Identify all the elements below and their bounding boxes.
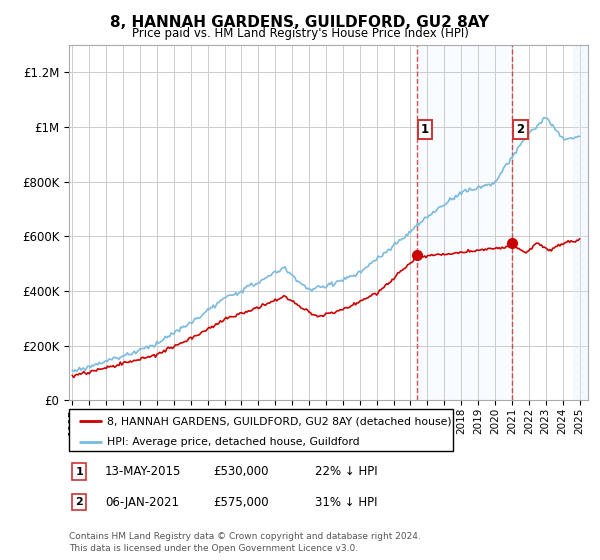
Text: 22% ↓ HPI: 22% ↓ HPI [315,465,377,478]
Text: 8, HANNAH GARDENS, GUILDFORD, GU2 8AY (detached house): 8, HANNAH GARDENS, GUILDFORD, GU2 8AY (d… [107,417,452,426]
Text: 1: 1 [76,466,83,477]
Bar [417,45,512,400]
Text: 2: 2 [517,123,524,136]
Text: Price paid vs. HM Land Registry's House Price Index (HPI): Price paid vs. HM Land Registry's House … [131,27,469,40]
Text: 06-JAN-2021: 06-JAN-2021 [105,496,179,509]
Text: Contains HM Land Registry data © Crown copyright and database right 2024.
This d: Contains HM Land Registry data © Crown c… [69,533,421,553]
Text: 2: 2 [76,497,83,507]
Text: 13-MAY-2015: 13-MAY-2015 [105,465,181,478]
Text: £530,000: £530,000 [213,465,269,478]
Text: 31% ↓ HPI: 31% ↓ HPI [315,496,377,509]
Text: 8, HANNAH GARDENS, GUILDFORD, GU2 8AY: 8, HANNAH GARDENS, GUILDFORD, GU2 8AY [110,15,490,30]
Text: £575,000: £575,000 [213,496,269,509]
Text: 1: 1 [421,123,429,136]
Bar [573,45,588,400]
Bar [573,45,588,400]
Text: HPI: Average price, detached house, Guildford: HPI: Average price, detached house, Guil… [107,437,360,447]
